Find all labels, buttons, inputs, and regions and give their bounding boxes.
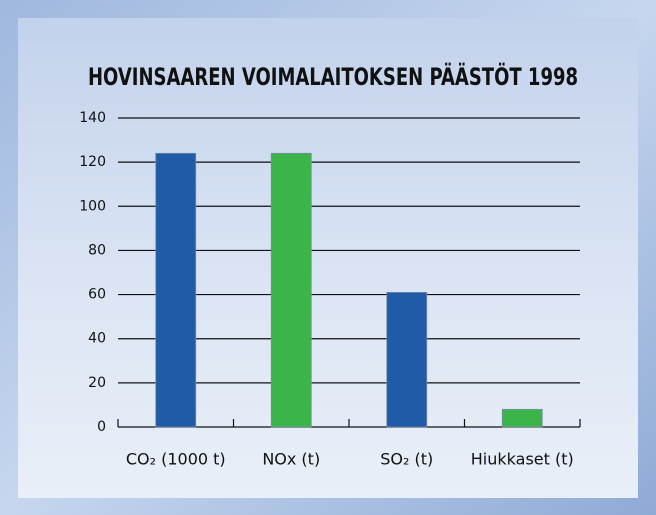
y-tick-label: 80 xyxy=(88,242,106,258)
chart-title: HOVINSAAREN VOIMALAITOKSEN PÄÄSTÖT 1998 xyxy=(88,61,578,91)
y-tick-label: 40 xyxy=(88,331,106,347)
x-tick-label: NOx (t) xyxy=(262,450,320,469)
x-tick-label: CO₂ (1000 t) xyxy=(126,450,226,469)
x-tick-label: SO₂ (t) xyxy=(380,450,433,469)
x-tick-label: Hiukkaset (t) xyxy=(471,450,574,469)
bar xyxy=(270,152,312,428)
y-tick-label: 60 xyxy=(88,287,106,303)
y-tick-label: 100 xyxy=(79,198,106,214)
y-tick-label: 120 xyxy=(79,154,106,170)
bar xyxy=(386,291,428,428)
y-tick-label: 0 xyxy=(97,419,106,435)
y-tick-label: 20 xyxy=(88,375,106,391)
bar xyxy=(155,152,197,428)
bar xyxy=(501,408,543,428)
y-tick-label: 140 xyxy=(79,110,106,126)
